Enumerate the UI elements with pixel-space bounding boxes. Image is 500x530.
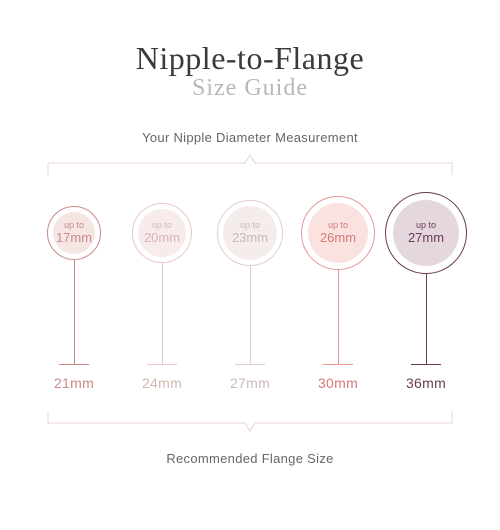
flange-size-label: 36mm <box>406 375 446 391</box>
size-circle-inner: up to20mm <box>138 209 186 257</box>
chart-area: up to17mm21mmup to20mm24mmup to23mm27mmu… <box>30 153 470 433</box>
connector-stem <box>162 263 163 364</box>
size-circle-inner: up to26mm <box>308 203 368 263</box>
size-column: up to26mm 30mm <box>294 181 382 391</box>
connector-base <box>235 364 265 365</box>
size-circle-outer: up to26mm <box>301 196 375 270</box>
nipple-mm-label: 27mm <box>408 231 444 245</box>
connector-stem <box>250 266 251 364</box>
connector-base <box>323 364 353 365</box>
size-circle-outer: up to23mm <box>217 200 283 266</box>
size-circle-outer: up to27mm <box>385 192 467 274</box>
size-circle-outer: up to17mm <box>47 206 101 260</box>
size-column: up to20mm 24mm <box>118 181 206 391</box>
connector-stem <box>338 270 339 364</box>
size-circle-outer: up to20mm <box>132 203 192 263</box>
bottom-bracket <box>30 411 470 433</box>
circles-row: up to17mm21mmup to20mm24mmup to23mm27mmu… <box>30 181 470 411</box>
flange-size-label: 30mm <box>318 375 358 391</box>
nipple-mm-label: 17mm <box>56 231 92 245</box>
connector-base <box>147 364 177 365</box>
nipple-mm-label: 23mm <box>232 231 268 245</box>
top-section-label: Your Nipple Diameter Measurement <box>142 130 358 145</box>
flange-size-label: 27mm <box>230 375 270 391</box>
title-main: Nipple-to-Flange <box>136 40 364 77</box>
title-sub: Size Guide <box>192 75 308 102</box>
size-column: up to23mm 27mm <box>206 181 294 391</box>
bottom-section-label: Recommended Flange Size <box>166 451 333 466</box>
flange-size-label: 24mm <box>142 375 182 391</box>
size-circle-inner: up to23mm <box>223 206 277 260</box>
flange-size-label: 21mm <box>54 375 94 391</box>
top-bracket <box>30 153 470 175</box>
size-column: up to27mm 36mm <box>382 181 470 391</box>
size-circle-inner: up to17mm <box>53 212 95 254</box>
nipple-mm-label: 26mm <box>320 231 356 245</box>
connector-stem <box>74 260 75 364</box>
size-column: up to17mm 21mm <box>30 181 118 391</box>
size-circle-inner: up to27mm <box>393 200 459 266</box>
nipple-mm-label: 20mm <box>144 231 180 245</box>
connector-stem <box>426 274 427 364</box>
connector-base <box>59 364 89 365</box>
connector-base <box>411 364 441 365</box>
size-guide-container: Nipple-to-Flange Size Guide Your Nipple … <box>0 0 500 530</box>
